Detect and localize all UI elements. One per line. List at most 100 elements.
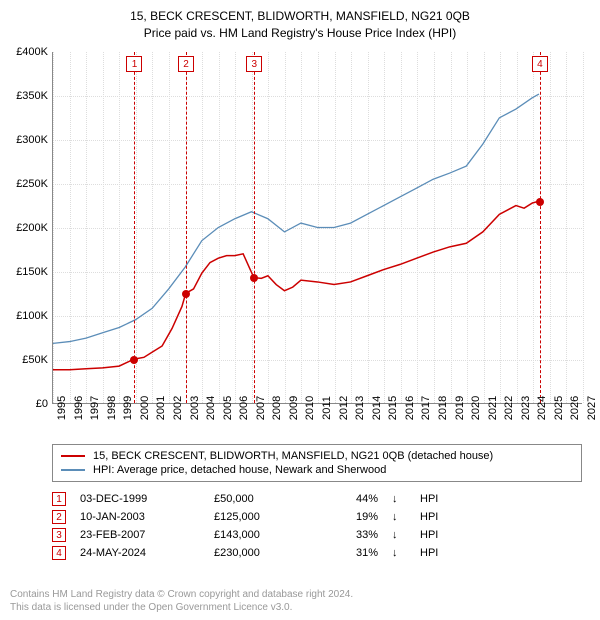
chart-title-line2: Price paid vs. HM Land Registry's House … — [0, 25, 600, 42]
chart-title-line1: 15, BECK CRESCENT, BLIDWORTH, MANSFIELD,… — [0, 8, 600, 25]
x-axis-label: 2011 — [321, 396, 333, 420]
legend-label-property: 15, BECK CRESCENT, BLIDWORTH, MANSFIELD,… — [93, 450, 493, 462]
down-arrow-icon: ↓ — [392, 529, 406, 541]
chart-area: 1234 £0£50K£100K£150K£200K£250K£300K£350… — [52, 52, 582, 404]
x-axis-label: 1995 — [56, 396, 68, 420]
x-axis-label: 2014 — [371, 396, 383, 420]
series-line-hpi — [53, 94, 539, 343]
sale-price: £230,000 — [214, 547, 304, 559]
sale-point-dot — [182, 290, 190, 298]
event-marker-box: 2 — [178, 56, 194, 72]
y-axis-label: £0 — [36, 398, 48, 410]
sale-number-badge: 4 — [52, 546, 66, 560]
event-marker-line — [186, 52, 187, 403]
legend-swatch-hpi — [61, 469, 85, 471]
x-axis-label: 2003 — [189, 396, 201, 420]
y-axis-label: £400K — [16, 46, 48, 58]
table-row: 4 24-MAY-2024 £230,000 31% ↓ HPI — [52, 544, 582, 562]
event-marker-box: 3 — [246, 56, 262, 72]
sale-price: £143,000 — [214, 529, 304, 541]
event-marker-box: 1 — [126, 56, 142, 72]
footer-attribution: Contains HM Land Registry data © Crown c… — [10, 588, 353, 614]
x-axis-label: 2002 — [172, 396, 184, 420]
table-row: 3 23-FEB-2007 £143,000 33% ↓ HPI — [52, 526, 582, 544]
sale-hpi-label: HPI — [420, 511, 438, 523]
event-marker-line — [134, 52, 135, 403]
sale-date: 10-JAN-2003 — [80, 511, 200, 523]
y-axis-label: £250K — [16, 178, 48, 190]
sale-pct: 19% — [318, 511, 378, 523]
event-marker-line — [254, 52, 255, 403]
x-axis-label: 2009 — [288, 396, 300, 420]
y-axis-label: £200K — [16, 222, 48, 234]
sale-hpi-label: HPI — [420, 529, 438, 541]
sale-date: 24-MAY-2024 — [80, 547, 200, 559]
legend-swatch-property — [61, 455, 85, 457]
legend-label-hpi: HPI: Average price, detached house, Newa… — [93, 464, 386, 476]
x-axis-label: 2019 — [454, 396, 466, 420]
y-axis-label: £100K — [16, 310, 48, 322]
x-axis-label: 2005 — [222, 396, 234, 420]
sale-point-dot — [250, 274, 258, 282]
x-axis-label: 2015 — [387, 396, 399, 420]
footer-line2: This data is licensed under the Open Gov… — [10, 601, 353, 614]
x-axis-label: 2020 — [470, 396, 482, 420]
sales-table: 1 03-DEC-1999 £50,000 44% ↓ HPI 2 10-JAN-2003 £1… — [52, 490, 582, 562]
plot-region: 1 2 3 4 — [52, 52, 582, 404]
x-axis-label: 2021 — [487, 396, 499, 420]
line-series-svg — [53, 52, 582, 403]
x-axis-label: 2023 — [520, 396, 532, 420]
x-axis-label: 1997 — [89, 396, 101, 420]
x-axis-label: 2000 — [139, 396, 151, 420]
x-axis-label: 2001 — [155, 396, 167, 420]
sale-hpi-label: HPI — [420, 547, 438, 559]
x-axis-label: 2022 — [503, 396, 515, 420]
sale-price: £125,000 — [214, 511, 304, 523]
y-axis-label: £50K — [22, 354, 48, 366]
sale-pct: 44% — [318, 493, 378, 505]
event-marker-box: 4 — [532, 56, 548, 72]
sale-hpi-label: HPI — [420, 493, 438, 505]
sale-pct: 33% — [318, 529, 378, 541]
x-axis-label: 2008 — [271, 396, 283, 420]
sale-number-badge: 1 — [52, 492, 66, 506]
x-axis-label: 2013 — [354, 396, 366, 420]
legend-item-property: 15, BECK CRESCENT, BLIDWORTH, MANSFIELD,… — [61, 449, 573, 463]
down-arrow-icon: ↓ — [392, 511, 406, 523]
x-axis-label: 1998 — [106, 396, 118, 420]
legend-item-hpi: HPI: Average price, detached house, Newa… — [61, 463, 573, 477]
x-axis-label: 2016 — [404, 396, 416, 420]
y-axis-label: £150K — [16, 266, 48, 278]
x-axis-label: 2026 — [569, 396, 581, 420]
footer-line1: Contains HM Land Registry data © Crown c… — [10, 588, 353, 601]
x-axis-label: 2007 — [255, 396, 267, 420]
sale-date: 03-DEC-1999 — [80, 493, 200, 505]
sale-pct: 31% — [318, 547, 378, 559]
x-axis-label: 1999 — [122, 396, 134, 420]
x-axis-label: 2027 — [586, 396, 598, 420]
x-axis-label: 2010 — [304, 396, 316, 420]
x-axis-label: 2024 — [536, 396, 548, 420]
x-axis-label: 2004 — [205, 396, 217, 420]
event-marker-line — [540, 52, 541, 403]
gridline-v — [583, 52, 584, 403]
x-axis-label: 2025 — [553, 396, 565, 420]
sale-number-badge: 2 — [52, 510, 66, 524]
down-arrow-icon: ↓ — [392, 547, 406, 559]
x-axis-label: 2012 — [338, 396, 350, 420]
x-axis-label: 1996 — [73, 396, 85, 420]
table-row: 1 03-DEC-1999 £50,000 44% ↓ HPI — [52, 490, 582, 508]
x-axis-label: 2018 — [437, 396, 449, 420]
legend: 15, BECK CRESCENT, BLIDWORTH, MANSFIELD,… — [52, 444, 582, 482]
sale-price: £50,000 — [214, 493, 304, 505]
chart-title-block: 15, BECK CRESCENT, BLIDWORTH, MANSFIELD,… — [0, 0, 600, 42]
y-axis-label: £350K — [16, 90, 48, 102]
sale-number-badge: 3 — [52, 528, 66, 542]
sale-point-dot — [130, 356, 138, 364]
x-axis-label: 2006 — [238, 396, 250, 420]
y-axis-label: £300K — [16, 134, 48, 146]
sale-point-dot — [536, 198, 544, 206]
down-arrow-icon: ↓ — [392, 493, 406, 505]
table-row: 2 10-JAN-2003 £125,000 19% ↓ HPI — [52, 508, 582, 526]
sale-date: 23-FEB-2007 — [80, 529, 200, 541]
